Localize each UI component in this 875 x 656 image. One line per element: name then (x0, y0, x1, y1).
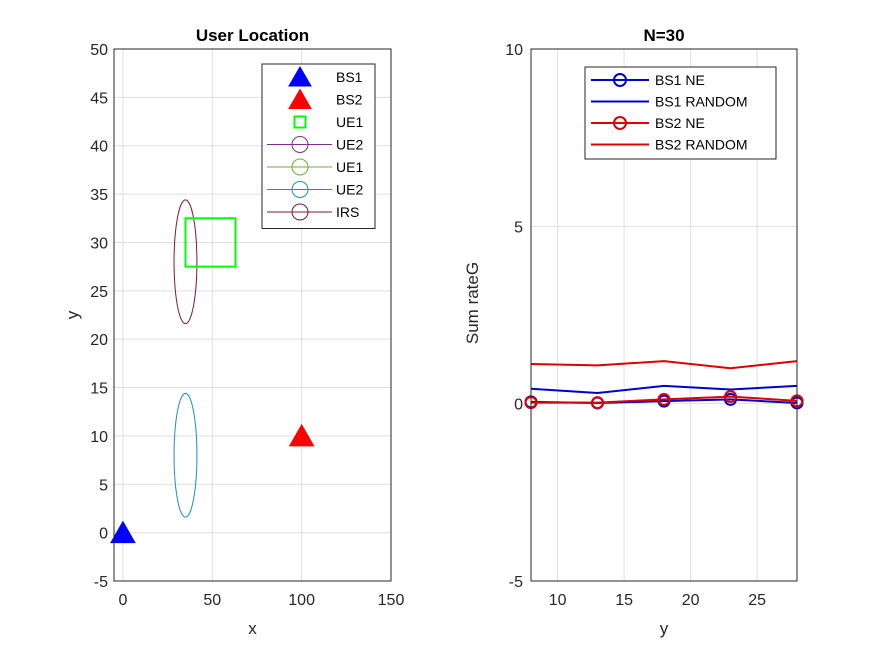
legend-label: BS1 RANDOM (655, 94, 748, 110)
x-tick-label: 100 (288, 592, 315, 609)
legend-label: UE1 (336, 159, 363, 175)
y-tick-label: 25 (90, 284, 108, 301)
axes-box (530, 48, 798, 582)
x-tick-label: 25 (748, 592, 766, 609)
circle-icon (613, 73, 627, 87)
x-tick-label: 10 (549, 592, 567, 609)
y-tick-label: -5 (509, 574, 523, 591)
ue1-square (184, 217, 237, 268)
data-point (591, 396, 604, 410)
data-point (657, 392, 671, 406)
y-tick-label: 45 (90, 90, 108, 107)
y-tick-label: 30 (90, 235, 108, 252)
series-line (531, 395, 798, 404)
plot-title: User Location (196, 26, 309, 45)
legend-item: BS1 RANDOM (591, 94, 748, 110)
legend-item: UE1 (293, 114, 363, 130)
series-bs2-random (530, 360, 798, 370)
legend-label: BS1 (336, 69, 363, 85)
legend-item: UE2 (267, 181, 363, 198)
plot-data (524, 360, 804, 410)
user-location-plot: 0 50 100 150 -5 0 5 10 15 20 25 30 35 40 45 50 User Loc… (63, 26, 404, 638)
legend-label: UE1 (336, 114, 363, 130)
triangle-icon (288, 66, 312, 87)
y-tick-label: 5 (99, 477, 108, 494)
series-line (530, 384, 798, 395)
legend-label: IRS (336, 204, 359, 220)
circle-icon (291, 203, 309, 221)
axes-box (113, 48, 392, 582)
irs-circle (173, 199, 198, 325)
y-tick-label: 35 (90, 187, 108, 204)
ue2-circle (173, 392, 198, 518)
legend: BS1 BS2 UE1 UE2 UE1 UE2 IRS (261, 63, 376, 229)
data-point (724, 390, 737, 404)
y-tick-label: 20 (90, 332, 108, 349)
legend-box (261, 63, 376, 229)
tick-labels: 10 15 20 25 -5 0 5 10 (505, 42, 766, 609)
legend-label: UE2 (336, 137, 363, 153)
legend-item: IRS (267, 203, 359, 221)
legend: BS1 NE BS1 RANDOM BS2 NE BS2 RANDOM (584, 66, 777, 160)
legend-label: BS2 (336, 92, 363, 108)
triangle-icon (288, 88, 312, 109)
circle-icon (291, 136, 309, 153)
x-tick-label: 20 (682, 592, 700, 609)
y-tick-label: 0 (514, 397, 523, 414)
y-axis-label: Sum rateG (463, 262, 482, 344)
square-icon (293, 115, 307, 129)
bs2-marker (288, 423, 315, 447)
x-axis-label: x (248, 619, 257, 638)
x-tick-label: 50 (203, 592, 221, 609)
tick-labels: 0 50 100 150 -5 0 5 10 15 20 25 30 35 40 45 50 (90, 42, 404, 609)
y-tick-label: 5 (514, 219, 523, 236)
legend-label: UE2 (336, 182, 363, 198)
x-tick-label: 15 (615, 592, 633, 609)
legend-label: BS2 RANDOM (655, 137, 748, 153)
y-axis-label: y (63, 310, 82, 319)
legend-label: BS2 NE (655, 115, 705, 131)
bs1-marker (110, 520, 136, 544)
plot-data (110, 199, 315, 544)
series-bs1-random (530, 384, 798, 395)
y-tick-label: 10 (90, 429, 108, 446)
x-axis-label: y (660, 619, 669, 638)
legend-item: BS1 (288, 66, 363, 87)
y-tick-label: 40 (90, 139, 108, 156)
y-tick-label: 15 (90, 381, 108, 398)
y-tick-label: 0 (99, 526, 108, 543)
circle-icon (291, 181, 309, 198)
y-tick-label: 10 (505, 42, 523, 59)
circle-icon (291, 158, 309, 176)
y-tick-label: 50 (90, 42, 108, 59)
series-line (530, 360, 798, 370)
circle-icon (613, 116, 627, 130)
legend-item: BS2 NE (591, 115, 705, 131)
legend-item: BS1 NE (591, 72, 705, 88)
legend-label: BS1 NE (655, 72, 705, 88)
x-tick-label: 150 (378, 592, 405, 609)
plot-title: N=30 (643, 26, 684, 45)
x-tick-label: 0 (118, 592, 127, 609)
legend-item: BS2 RANDOM (591, 137, 748, 153)
legend-item: BS2 (288, 88, 363, 109)
y-tick-label: -5 (94, 574, 108, 591)
legend-item: UE1 (267, 158, 363, 176)
legend-item: UE2 (267, 136, 363, 153)
